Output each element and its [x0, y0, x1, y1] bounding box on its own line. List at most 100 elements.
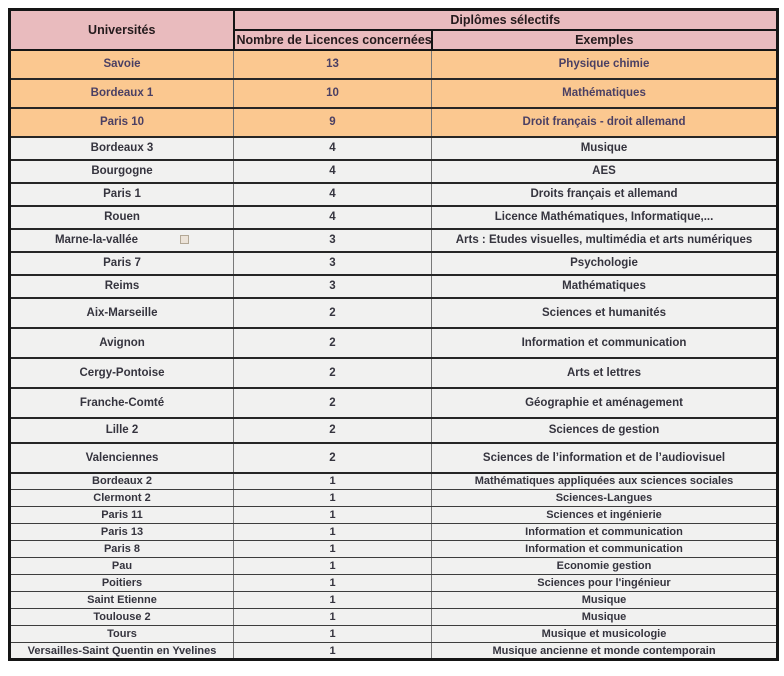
table-row: Franche-Comté 2 Géographie et aménagemen…: [9, 386, 779, 419]
examples-cell: Sciences-Langues: [430, 489, 779, 507]
examples-cell: Information et communication: [430, 326, 779, 359]
header-row-2: Nombre de Licences concernées Exemples: [10, 28, 779, 51]
universities-table: Universités Diplômes sélectifs Nombre de…: [8, 8, 780, 661]
university-name: Bourgogne: [91, 165, 153, 177]
licence-count-cell: 2: [233, 441, 432, 474]
table-row: Versailles-Saint Quentin en Yvelines 1 M…: [9, 642, 779, 660]
licence-count-cell: 1: [233, 506, 432, 524]
university-name: Savoie: [103, 58, 141, 70]
university-name: Paris 13: [100, 526, 144, 538]
examples-cell: Droits français et allemand: [430, 181, 779, 207]
examples-cell: Géographie et aménagement: [430, 386, 779, 419]
table-row: Saint Etienne 1 Musique: [9, 591, 779, 609]
licence-count-cell: 1: [233, 472, 432, 490]
table-row: Aix-Marseille 2 Sciences et humanités: [9, 296, 779, 329]
licence-count-cell: 1: [233, 557, 432, 575]
university-cell: Bordeaux 2: [9, 472, 234, 490]
licence-count-cell: 1: [233, 625, 432, 643]
university-cell: Aix-Marseille: [9, 296, 234, 329]
licence-count-cell: 2: [233, 296, 432, 329]
university-cell: Valenciennes: [9, 441, 234, 474]
licence-count-cell: 4: [233, 181, 432, 207]
examples-cell: Musique ancienne et monde contemporain: [430, 642, 779, 660]
examples-cell: Licence Mathématiques, Informatique,...: [430, 204, 779, 230]
table-row: Poitiers 1 Sciences pour l'ingénieur: [9, 574, 779, 592]
table-row: Clermont 2 1 Sciences-Langues: [9, 489, 779, 507]
table-row: Reims 3 Mathématiques: [9, 273, 779, 299]
licence-count-cell: 4: [233, 158, 432, 184]
university-cell: Lille 2: [9, 416, 234, 444]
university-cell: Paris 13: [9, 523, 234, 541]
licence-count-cell: 4: [233, 204, 432, 230]
university-name: Aix-Marseille: [86, 306, 158, 319]
licence-count-cell: 2: [233, 386, 432, 419]
university-name: Versailles-Saint Quentin en Yvelines: [27, 644, 217, 657]
table-header: Universités Diplômes sélectifs Nombre de…: [8, 8, 779, 51]
licence-count-cell: 1: [233, 591, 432, 609]
university-name: Bordeaux 3: [90, 142, 154, 154]
university-name: Poitiers: [101, 577, 143, 589]
university-name: Lille 2: [105, 424, 139, 436]
licence-count-cell: 1: [233, 574, 432, 592]
table-row: Paris 7 3 Psychologie: [9, 250, 779, 276]
university-name: Rouen: [104, 211, 140, 223]
licence-count-cell: 1: [233, 608, 432, 626]
licence-count-cell: 1: [233, 523, 432, 541]
table-row: Paris 10 9 Droit français - droit allema…: [9, 106, 779, 138]
university-cell: Paris 8: [9, 540, 234, 558]
university-cell: Avignon: [9, 326, 234, 359]
university-cell: Paris 7: [9, 250, 234, 276]
table-row: Bordeaux 3 4 Musique: [9, 135, 779, 161]
table-row: Tours 1 Musique et musicologie: [9, 625, 779, 643]
column-header-examples: Exemples: [430, 28, 779, 51]
examples-cell: Musique: [430, 608, 779, 626]
university-cell: Pau: [9, 557, 234, 575]
licence-count-cell: 9: [233, 106, 432, 138]
examples-cell: Musique: [430, 135, 779, 161]
licence-count-cell: 2: [233, 326, 432, 359]
examples-cell: Sciences pour l'ingénieur: [430, 574, 779, 592]
examples-cell: Sciences et humanités: [430, 296, 779, 329]
university-name: Paris 10: [99, 116, 145, 128]
university-cell: Paris 10: [9, 106, 234, 138]
university-name: Saint Etienne: [87, 594, 157, 606]
table-row: Savoie 13 Physique chimie: [9, 48, 779, 80]
university-cell: Clermont 2: [9, 489, 234, 507]
university-name: Franche-Comté: [79, 396, 165, 409]
examples-cell: Economie gestion: [430, 557, 779, 575]
university-name: Paris 8: [103, 543, 141, 555]
column-header-licence-count: Nombre de Licences concernées: [232, 28, 433, 51]
university-name: Bordeaux 1: [90, 87, 154, 99]
licence-count-cell: 1: [233, 540, 432, 558]
table-row: Paris 8 1 Information et communication: [9, 540, 779, 558]
licence-count-cell: 2: [233, 416, 432, 444]
university-name: Bordeaux 2: [92, 475, 152, 488]
table-row: Paris 11 1 Sciences et ingénierie: [9, 506, 779, 524]
examples-cell: Sciences de l’information et de l’audiov…: [430, 441, 779, 474]
university-cell: Toulouse 2: [9, 608, 234, 626]
examples-cell: Sciences de gestion: [430, 416, 779, 444]
examples-cell: Mathématiques appliquées aux sciences so…: [430, 472, 779, 490]
university-name: Toulouse 2: [93, 611, 151, 623]
examples-cell: Psychologie: [430, 250, 779, 276]
examples-cell: Droit français - droit allemand: [430, 106, 779, 138]
column-group-header-diplomes-selectifs: Diplômes sélectifs: [232, 8, 779, 31]
table-row: Rouen 4 Licence Mathématiques, Informati…: [9, 204, 779, 230]
licence-count-cell: 3: [233, 250, 432, 276]
university-cell: Paris 1: [9, 181, 234, 207]
licence-count-cell: 10: [233, 77, 432, 109]
university-cell: Paris 11: [9, 506, 234, 524]
university-cell: Marne-la-vallée: [9, 227, 234, 253]
university-name: Avignon: [99, 336, 145, 349]
table-row: Cergy-Pontoise 2 Arts et lettres: [9, 356, 779, 389]
university-name: Clermont 2: [93, 492, 151, 504]
licence-count-cell: 2: [233, 356, 432, 389]
university-name: Pau: [111, 560, 133, 572]
table-row: Pau 1 Economie gestion: [9, 557, 779, 575]
university-cell: Reims: [9, 273, 234, 299]
university-cell: Rouen: [9, 204, 234, 230]
university-cell: Bordeaux 3: [9, 135, 234, 161]
university-name: Reims: [104, 280, 140, 292]
table-row: Paris 13 1 Information et communication: [9, 523, 779, 541]
